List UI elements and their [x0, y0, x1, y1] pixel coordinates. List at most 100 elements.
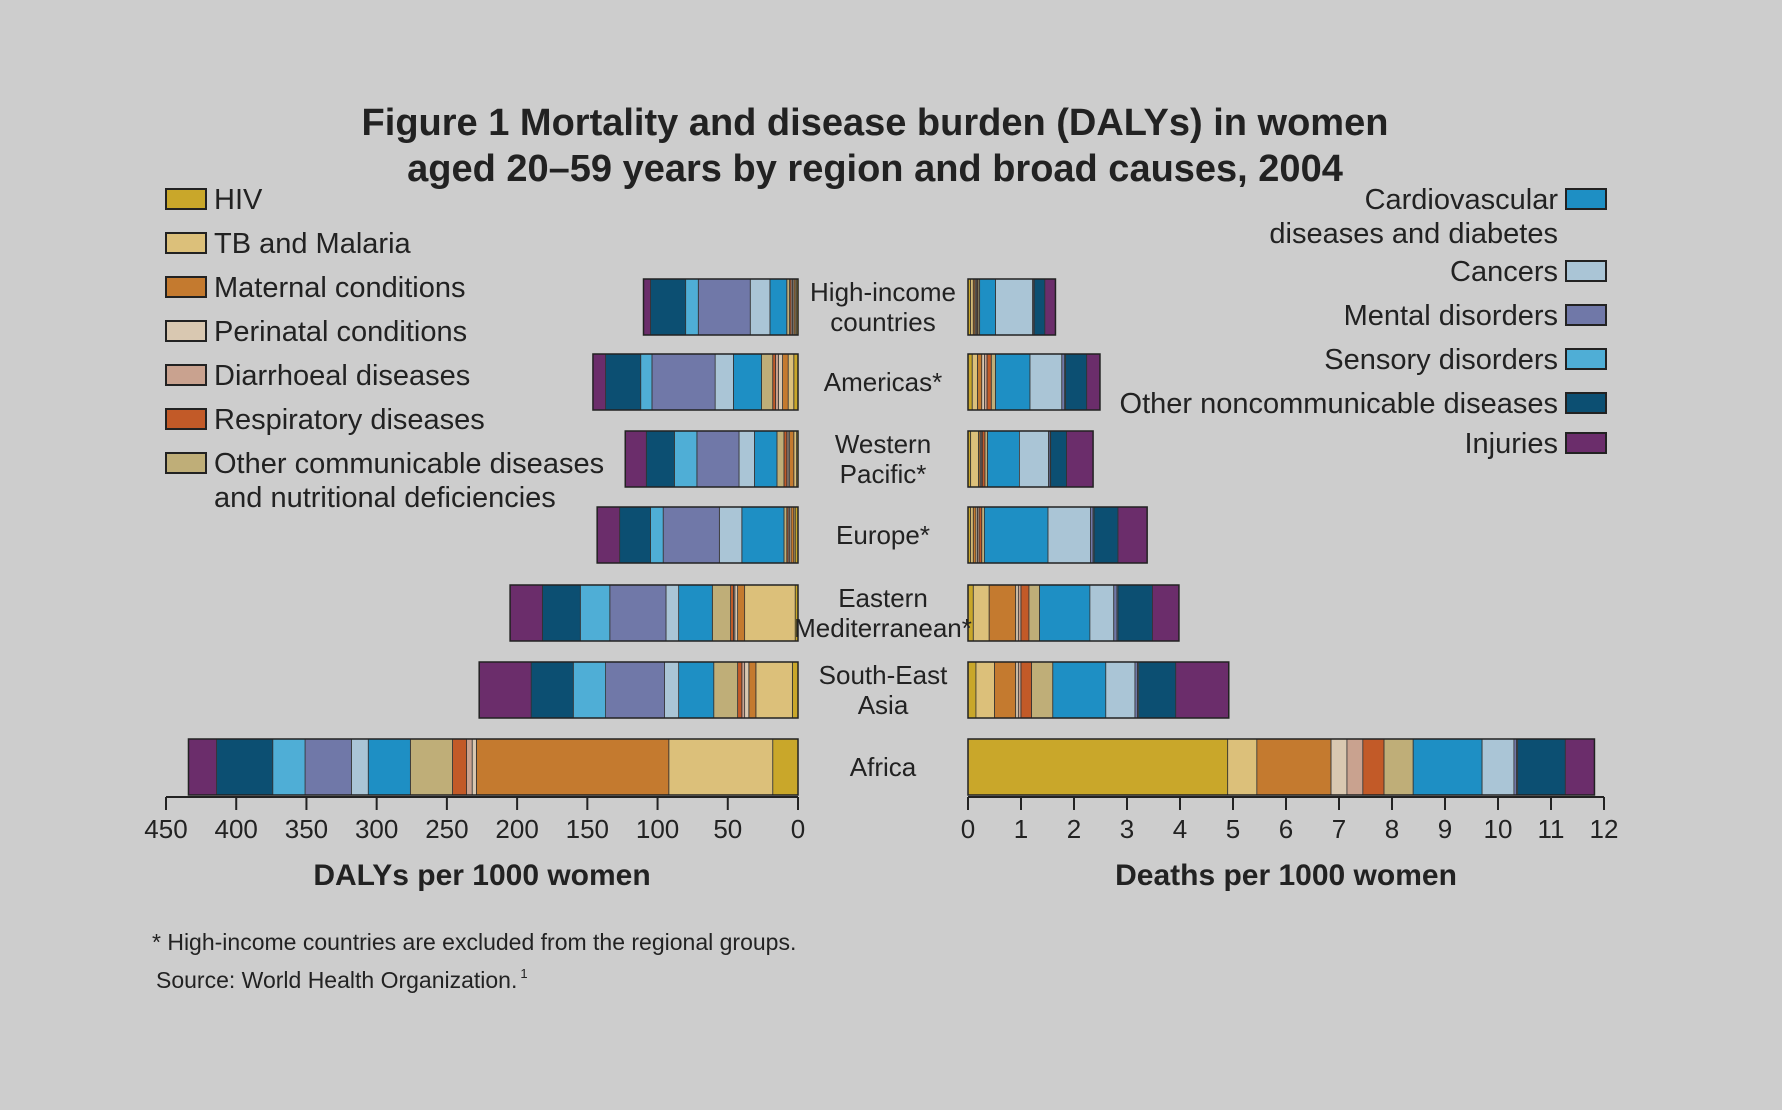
- legend-label: Injuries: [1465, 428, 1559, 460]
- source-superscript: 1: [520, 966, 527, 981]
- dalys-bar-segment: [572, 661, 606, 719]
- dalys-bar-outline: [642, 278, 799, 336]
- deaths-bar-segment: [1105, 661, 1136, 719]
- dalys-bar-outline: [509, 584, 799, 642]
- dalys-bar-segment: [772, 738, 799, 796]
- dalys-bar-segment: [579, 584, 611, 642]
- dalys-bar-segment: [730, 584, 734, 642]
- deaths-bar-segment: [994, 661, 1017, 719]
- deaths-bar-segment: [1113, 584, 1118, 642]
- dalys-bar-segment: [777, 353, 783, 411]
- region-label: High-income: [810, 277, 956, 307]
- dalys-bar-segment: [674, 430, 698, 488]
- legend-label: Sensory disorders: [1324, 344, 1558, 376]
- deaths-bar-segment: [971, 353, 978, 411]
- dalys-bar-segment: [696, 430, 740, 488]
- dalys-bar-segment: [790, 506, 795, 564]
- dalys-bar-segment: [787, 353, 795, 411]
- dalys-bar-segment: [775, 353, 779, 411]
- deaths-bar-outline: [967, 738, 1596, 796]
- dalys-bar-segment: [755, 661, 793, 719]
- dalys-bar-segment: [741, 661, 746, 719]
- legend-swatch: [165, 232, 207, 254]
- dalys-tick-label: 350: [285, 814, 328, 844]
- dalys-bar-segment: [786, 278, 790, 336]
- dalys-bar-segment: [478, 661, 532, 719]
- deaths-bar-segment: [1066, 430, 1094, 488]
- legend-left: HIV TB and Malaria Maternal conditions Peri…: [165, 184, 604, 514]
- dalys-bar-segment: [791, 661, 799, 719]
- deaths-bar-segment: [1052, 661, 1107, 719]
- dalys-bar-segment: [272, 738, 306, 796]
- legend-label: diseases and diabetes: [1269, 218, 1558, 250]
- deaths-tick-label: 3: [1120, 814, 1134, 844]
- dalys-bar-segment: [769, 278, 788, 336]
- deaths-bar-segment: [1086, 353, 1101, 411]
- region-label: Mediterranean*: [794, 613, 972, 643]
- legend-label: Other communicable diseases: [214, 448, 604, 480]
- deaths-axis-label: Deaths per 1000 women: [1115, 859, 1457, 892]
- dalys-bar-segment: [350, 738, 369, 796]
- dalys-bar-segment: [749, 278, 771, 336]
- deaths-bar-segment: [995, 278, 1034, 336]
- dalys-bar-segment: [650, 278, 687, 336]
- dalys-bar-segment: [643, 278, 651, 336]
- deaths-tick-label: 5: [1226, 814, 1240, 844]
- dalys-bar-segment: [216, 738, 274, 796]
- deaths-bar-segment: [970, 430, 980, 488]
- dalys-bar-outline: [596, 506, 799, 564]
- dalys-bar-outline: [187, 738, 799, 796]
- deaths-bar-outline: [967, 278, 1057, 336]
- legend-swatch: [1565, 432, 1607, 454]
- dalys-bar-segment: [737, 584, 746, 642]
- dalys-bar-segment: [782, 353, 789, 411]
- dalys-bar-segment: [596, 506, 621, 564]
- dalys-bar-segment: [678, 661, 715, 719]
- deaths-bar-segment: [1029, 353, 1063, 411]
- legend-swatch: [165, 188, 207, 210]
- legend-label: TB and Malaria: [214, 228, 412, 260]
- deaths-bar-segment: [1412, 738, 1483, 796]
- legend-swatch: [1565, 260, 1607, 282]
- deaths-bar-outline: [967, 661, 1230, 719]
- dalys-bar-segment: [409, 738, 453, 796]
- deaths-bar-outline: [967, 584, 1180, 642]
- legend-swatch: [165, 364, 207, 386]
- deaths-bar-segment: [1020, 584, 1030, 642]
- dalys-bar-segment: [732, 353, 762, 411]
- legend-swatch: [165, 320, 207, 342]
- legend-label: HIV: [214, 184, 263, 216]
- deaths-bar-segment: [1362, 738, 1385, 796]
- deaths-bar-segment: [1330, 738, 1348, 796]
- legend-label: Maternal conditions: [214, 272, 465, 304]
- dalys-axis-ticks: 450 400 350 300 250 200 150 100 50 0: [144, 797, 805, 844]
- dalys-bar-segment: [685, 278, 699, 336]
- dalys-bar-segment: [605, 661, 665, 719]
- dalys-tick-label: 200: [495, 814, 538, 844]
- legend-swatch: [1565, 348, 1607, 370]
- dalys-bar-segment: [530, 661, 574, 719]
- dalys-bar-segment: [624, 430, 647, 488]
- region-label: Eastern: [838, 583, 928, 613]
- dalys-bar-segment: [754, 430, 778, 488]
- dalys-tick-label: 50: [713, 814, 742, 844]
- dalys-bar-segment: [509, 584, 543, 642]
- deaths-bar-segment: [967, 661, 977, 719]
- deaths-bar-segment: [967, 738, 1229, 796]
- deaths-bar-segment: [1039, 584, 1091, 642]
- deaths-bar-segment: [1047, 506, 1091, 564]
- deaths-bar-segment: [990, 353, 996, 411]
- dalys-bar-segment: [678, 584, 713, 642]
- legend-label: Cardiovascular: [1365, 184, 1559, 216]
- deaths-tick-label: 10: [1484, 814, 1513, 844]
- dalys-tick-label: 100: [636, 814, 679, 844]
- deaths-bar-segment: [1564, 738, 1595, 796]
- deaths-bar-segment: [977, 353, 983, 411]
- deaths-bar-segment: [1346, 738, 1364, 796]
- legend-swatch: [165, 408, 207, 430]
- legend-swatch: [1565, 188, 1607, 210]
- deaths-tick-label: 8: [1385, 814, 1399, 844]
- deaths-bar-segment: [1256, 738, 1332, 796]
